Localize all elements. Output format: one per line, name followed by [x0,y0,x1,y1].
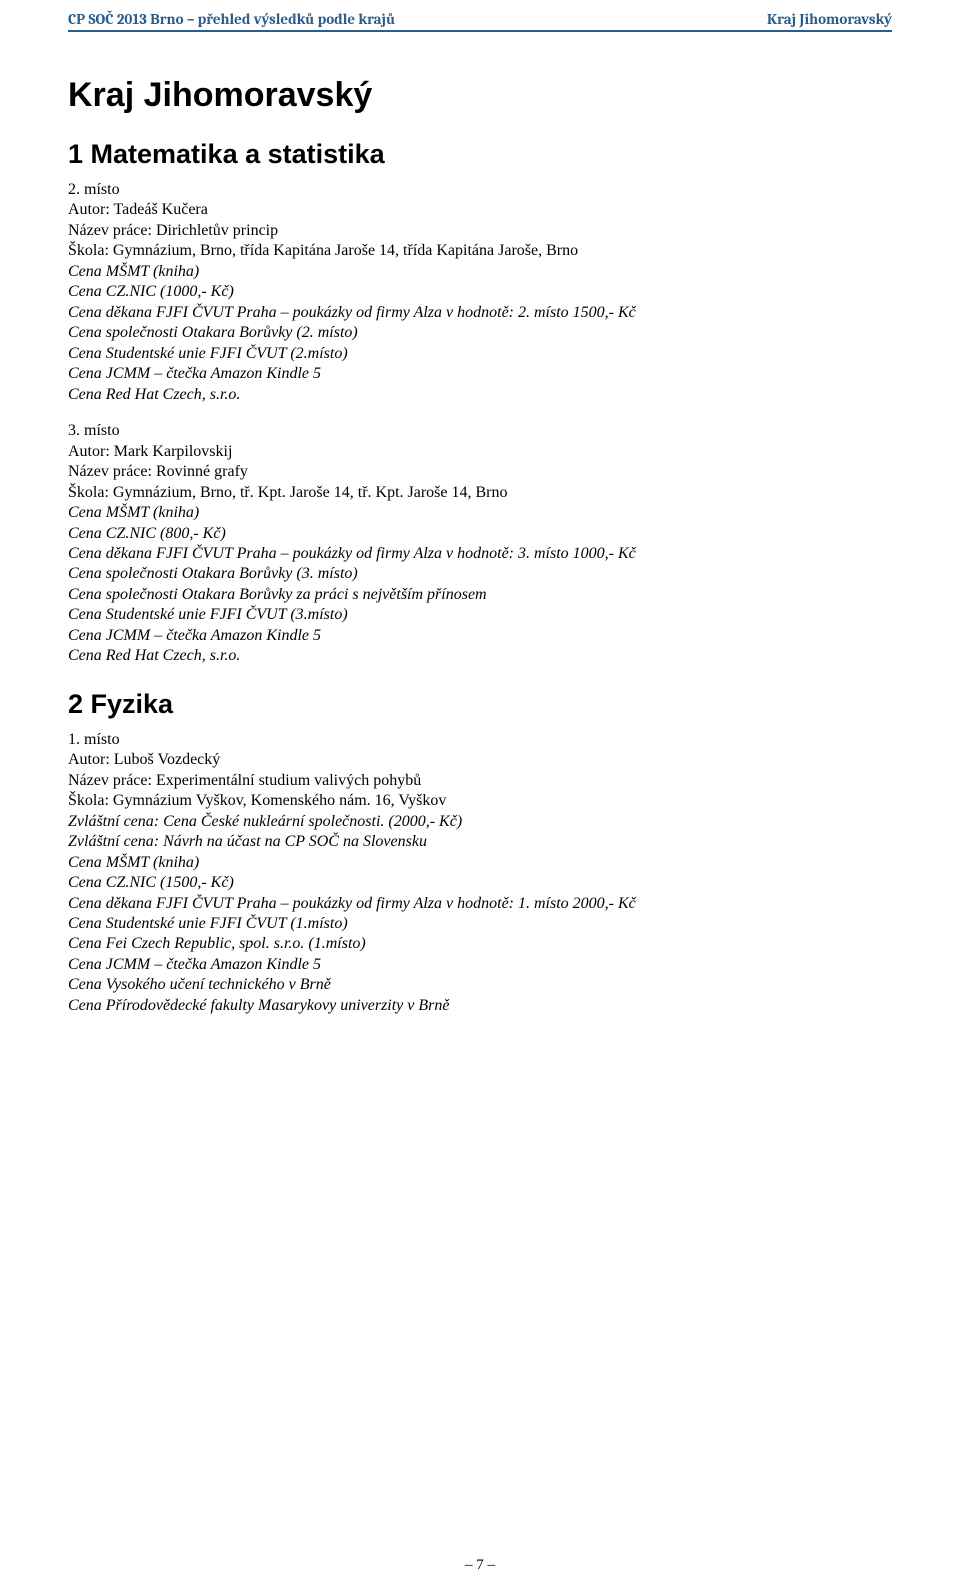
entry-author: Autor: Tadeáš Kučera [68,200,892,220]
entry-prize: Zvláštní cena: Návrh na účast na CP SOČ … [68,832,892,852]
entry-school: Škola: Gymnázium Vyškov, Komenského nám.… [68,791,892,811]
entry-work: Název práce: Experimentální studium vali… [68,771,892,791]
entry-place: 2. místo [68,180,892,200]
entry-prize: Cena děkana FJFI ČVUT Praha – poukázky o… [68,303,892,323]
entry-prize: Cena společnosti Otakara Borůvky (3. mís… [68,564,892,584]
region-title: Kraj Jihomoravský [68,76,892,115]
entry-prize: Cena Přírodovědecké fakulty Masarykovy u… [68,996,892,1016]
entry-1-2: 3. místo Autor: Mark Karpilovskij Název … [68,421,892,667]
entry-author: Autor: Mark Karpilovskij [68,442,892,462]
header-right-text: Kraj Jihomoravský [767,10,892,28]
entry-place: 3. místo [68,421,892,441]
entry-2-1: 1. místo Autor: Luboš Vozdecký Název prá… [68,730,892,1017]
entry-prize: Cena MŠMT (kniha) [68,853,892,873]
entry-place: 1. místo [68,730,892,750]
entry-prize: Cena Red Hat Czech, s.r.o. [68,646,892,666]
entry-school: Škola: Gymnázium, Brno, tř. Kpt. Jaroše … [68,483,892,503]
entry-work: Název práce: Dirichletův princip [68,221,892,241]
entry-prize: Cena CZ.NIC (1000,- Kč) [68,282,892,302]
entry-1-1: 2. místo Autor: Tadeáš Kučera Název prác… [68,180,892,405]
entry-prize: Cena Vysokého učení technického v Brně [68,975,892,995]
header-left-text: CP SOČ 2013 Brno – přehled výsledků podl… [68,10,395,28]
entry-prize: Cena Studentské unie FJFI ČVUT (2.místo) [68,344,892,364]
entry-prize: Cena Fei Czech Republic, spol. s.r.o. (1… [68,934,892,954]
page-number: – 7 – [0,1557,960,1574]
entry-prize: Cena CZ.NIC (1500,- Kč) [68,873,892,893]
entry-prize: Cena CZ.NIC (800,- Kč) [68,524,892,544]
section-1-title: 1 Matematika a statistika [68,139,892,170]
page-header: CP SOČ 2013 Brno – přehled výsledků podl… [68,0,892,32]
entry-prize: Cena JCMM – čtečka Amazon Kindle 5 [68,955,892,975]
entry-prize: Cena společnosti Otakara Borůvky (2. mís… [68,323,892,343]
entry-prize: Cena společnosti Otakara Borůvky za prác… [68,585,892,605]
entry-prize: Cena JCMM – čtečka Amazon Kindle 5 [68,626,892,646]
entry-prize: Cena Studentské unie FJFI ČVUT (3.místo) [68,605,892,625]
entry-prize: Cena Red Hat Czech, s.r.o. [68,385,892,405]
entry-prize: Cena děkana FJFI ČVUT Praha – poukázky o… [68,894,892,914]
entry-author: Autor: Luboš Vozdecký [68,750,892,770]
section-2-title: 2 Fyzika [68,689,892,720]
entry-school: Škola: Gymnázium, Brno, třída Kapitána J… [68,241,892,261]
entry-prize: Cena MŠMT (kniha) [68,262,892,282]
entry-work: Název práce: Rovinné grafy [68,462,892,482]
entry-prize: Cena JCMM – čtečka Amazon Kindle 5 [68,364,892,384]
entry-prize: Cena děkana FJFI ČVUT Praha – poukázky o… [68,544,892,564]
entry-prize: Cena MŠMT (kniha) [68,503,892,523]
entry-prize: Zvláštní cena: Cena České nukleární spol… [68,812,892,832]
entry-prize: Cena Studentské unie FJFI ČVUT (1.místo) [68,914,892,934]
